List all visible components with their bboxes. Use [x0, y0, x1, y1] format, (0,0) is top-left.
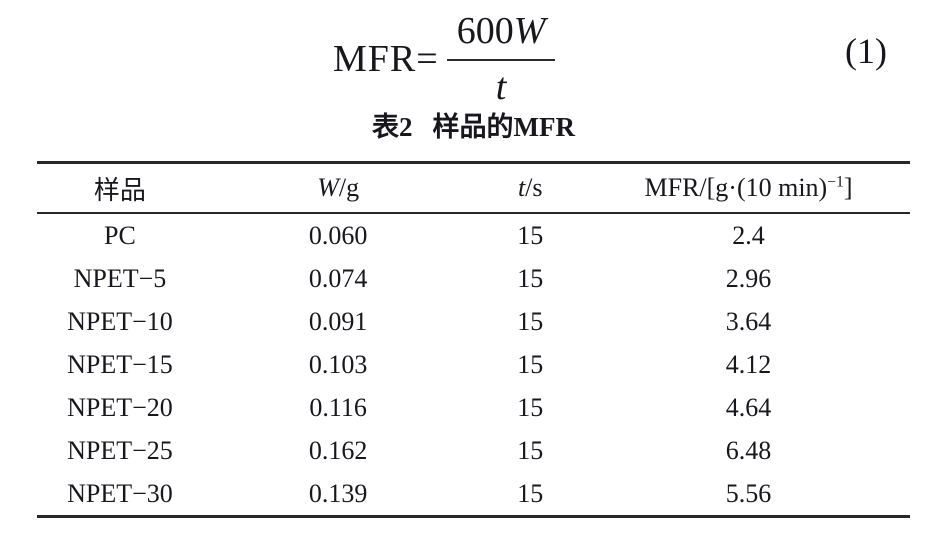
column-header-sample: 样品: [37, 162, 203, 214]
cell-mfr: 4.64: [725, 392, 772, 422]
table-header-row: 样品 W/g t/s MFR/[g·(10 min)−1]: [37, 162, 910, 214]
table-caption-title: 样品的MFR: [432, 112, 575, 142]
table-header: 样品 W/g t/s MFR/[g·(10 min)−1]: [37, 162, 910, 214]
cell-time: 15: [517, 306, 544, 336]
cell-weight: 0.103: [308, 349, 368, 379]
cell-time: 15: [517, 349, 544, 379]
cell-mfr: 2.96: [725, 263, 772, 293]
cell-sample: NPET−5: [73, 263, 167, 293]
cell-time: 15: [517, 263, 544, 293]
table-body: PC 0.060 15 2.4 NPET−5 0.074 15 2.96 NPE…: [37, 213, 910, 517]
cell-sample: NPET−30: [67, 478, 173, 508]
cell-weight: 0.074: [308, 263, 368, 293]
cell-mfr: 6.48: [725, 435, 772, 465]
cell-sample: NPET−10: [67, 306, 173, 336]
equation-fraction: 600W t: [446, 8, 556, 110]
numerator-variable: W: [513, 10, 546, 52]
fraction-bar: [446, 59, 556, 61]
cell-weight: 0.162: [308, 435, 368, 465]
table-row: NPET−15 0.103 15 4.12: [37, 343, 910, 386]
cell-weight: 0.139: [308, 478, 368, 508]
cell-time: 15: [517, 392, 544, 422]
cell-time: 15: [517, 220, 544, 250]
column-header-mfr: MFR/[g·(10 min)−1]: [586, 162, 910, 214]
cell-weight: 0.116: [309, 392, 367, 422]
table-row: PC 0.060 15 2.4: [37, 213, 910, 257]
numerator-coefficient: 600: [456, 10, 514, 52]
cell-mfr: 3.64: [725, 306, 772, 336]
table-row: NPET−30 0.139 15 5.56: [37, 472, 910, 517]
table-row: NPET−10 0.091 15 3.64: [37, 300, 910, 343]
table-row: NPET−25 0.162 15 6.48: [37, 429, 910, 472]
cell-mfr: 4.12: [725, 349, 772, 379]
fraction-denominator: t: [495, 66, 507, 108]
cell-time: 15: [517, 435, 544, 465]
equation-lhs: MFR=: [333, 38, 439, 80]
cell-mfr: 5.56: [725, 478, 772, 508]
cell-sample: PC: [104, 220, 136, 250]
cell-weight: 0.060: [308, 220, 368, 250]
cell-mfr: 2.4: [732, 220, 765, 250]
equation-number: (1): [845, 31, 887, 71]
cell-sample: NPET−15: [67, 349, 173, 379]
cell-time: 15: [517, 478, 544, 508]
fraction-numerator: 600W: [447, 8, 556, 59]
cell-weight: 0.091: [308, 306, 368, 336]
cell-sample: NPET−25: [67, 435, 173, 465]
mfr-equation: MFR= 600W t: [333, 8, 556, 110]
column-header-weight: W/g: [202, 162, 474, 214]
table-row: NPET−5 0.074 15 2.96: [37, 257, 910, 300]
table-row: NPET−20 0.116 15 4.64: [37, 386, 910, 429]
column-header-time: t/s: [473, 162, 587, 214]
cell-sample: NPET−20: [67, 392, 173, 422]
table-caption-label: 表2: [372, 112, 413, 142]
mfr-data-table: 样品 W/g t/s MFR/[g·(10 min)−1] PC 0.060 1…: [37, 161, 910, 518]
table-caption: 表2 样品的MFR: [37, 110, 910, 145]
